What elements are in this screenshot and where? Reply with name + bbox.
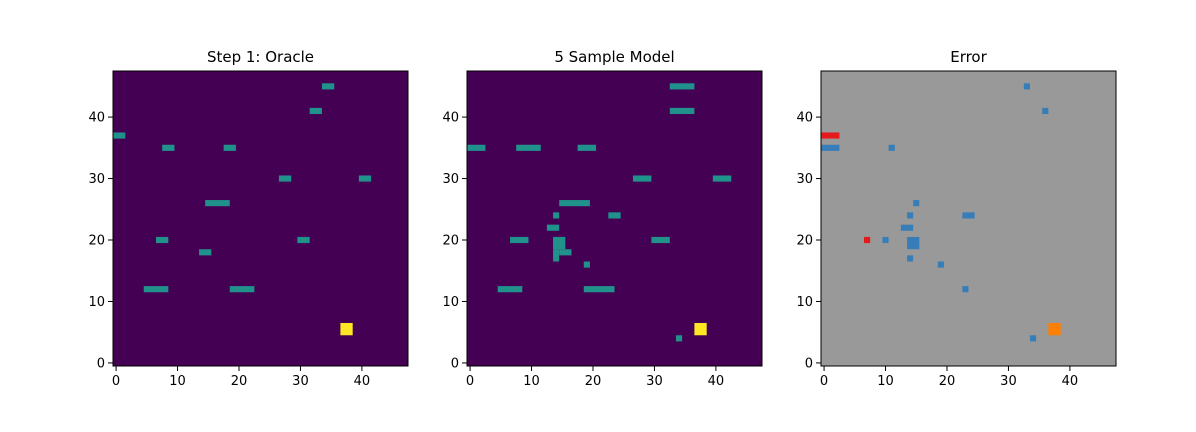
cell-agent-21 [694, 322, 707, 336]
x-tick-label: 10 [169, 374, 186, 389]
cell-object-3 [113, 132, 126, 139]
cell-false_positive-7 [907, 212, 914, 219]
x-tick-label: 40 [708, 374, 725, 389]
cell-object-13 [651, 236, 670, 244]
cell-object-13 [229, 286, 255, 293]
y-tick-label: 20 [88, 234, 105, 249]
subplot-title: Step 1: Oracle [207, 48, 314, 66]
plot-frame [112, 70, 409, 367]
cell-object-2 [669, 107, 695, 115]
cell-object-4 [516, 144, 541, 151]
cell-object-14 [553, 236, 566, 250]
x-tick-label: 10 [523, 374, 540, 389]
cell-false_positive-16 [1029, 335, 1037, 342]
x-tick-label: 0 [820, 374, 828, 389]
y-tick-label: 0 [97, 356, 105, 371]
cell-object-1 [321, 83, 335, 90]
cell-object-7 [358, 175, 372, 182]
cell-object-10 [553, 212, 560, 219]
cell-object-1 [669, 83, 695, 90]
cell-object-7 [712, 175, 732, 182]
cell-object-15 [553, 249, 560, 262]
y-tick-label: 20 [796, 234, 813, 249]
subplot-2: 0 10 20 30 40 0 10 20 30 40 5 Sample Model [442, 48, 763, 389]
cell-object-10 [297, 236, 310, 244]
plot-frame [466, 70, 763, 367]
plot-frame [820, 70, 1117, 367]
cell-object-9 [156, 236, 169, 244]
x-tick-label: 20 [585, 374, 602, 389]
cell-object-9 [608, 212, 621, 219]
y-tick-label: 10 [88, 295, 105, 310]
cell-object-6 [632, 175, 652, 182]
y-tick-label: 40 [88, 111, 105, 126]
cell-false_positive-12 [907, 236, 920, 250]
y-tick-label: 40 [796, 111, 813, 126]
cell-object-12 [143, 286, 169, 293]
cell-false_positive-8 [962, 212, 975, 219]
cell-object-5 [223, 144, 236, 151]
cell-false_positive-14 [937, 261, 944, 268]
cell-false_positive-6 [913, 200, 920, 207]
cell-object-8 [205, 200, 230, 207]
x-tick-label: 20 [939, 374, 956, 389]
cell-object-3 [467, 144, 486, 151]
x-tick-label: 30 [1000, 374, 1017, 389]
y-tick-label: 30 [442, 172, 459, 187]
cell-object-8 [559, 200, 590, 207]
cell-false_positive-13 [907, 255, 914, 262]
cell-object-11 [199, 249, 212, 256]
cell-agent-14 [340, 322, 353, 336]
cell-object-16 [559, 249, 572, 256]
cell-object-11 [546, 224, 560, 231]
cell-false_positive-2 [1042, 107, 1049, 115]
subplot-title: Error [950, 48, 987, 66]
y-tick-label: 20 [442, 234, 459, 249]
cell-object-5 [577, 144, 597, 151]
x-tick-label: 40 [1062, 374, 1079, 389]
x-tick-label: 30 [292, 374, 309, 389]
y-tick-label: 10 [442, 295, 459, 310]
cell-false_positive-1 [1023, 83, 1030, 90]
cell-false_negative-10 [864, 236, 871, 244]
cell-object-2 [309, 107, 322, 115]
cell-object-17 [583, 261, 590, 268]
cell-object-20 [675, 335, 683, 342]
cell-object-6 [278, 175, 292, 182]
cell-object-18 [497, 286, 523, 293]
y-tick-label: 40 [442, 111, 459, 126]
x-tick-label: 40 [354, 374, 371, 389]
x-tick-label: 0 [112, 374, 120, 389]
cell-false_positive-4 [821, 144, 840, 151]
cell-false_positive-11 [882, 236, 889, 244]
x-tick-label: 30 [646, 374, 663, 389]
x-tick-label: 10 [877, 374, 894, 389]
cell-false_negative-3 [821, 132, 840, 139]
cell-object-12 [510, 236, 529, 244]
cell-object-4 [162, 144, 175, 151]
y-tick-label: 30 [796, 172, 813, 187]
subplot-3: 0 10 20 30 40 0 10 20 30 40 Error [796, 48, 1117, 389]
y-tick-label: 0 [451, 356, 459, 371]
cell-false_positive-9 [900, 224, 914, 231]
cell-false_positive-5 [888, 144, 895, 151]
subplot-1: 0 10 20 30 40 0 10 20 30 40 Step 1: Oracle [88, 48, 409, 389]
y-tick-label: 0 [805, 356, 813, 371]
cell-false_positive-15 [962, 286, 969, 293]
plot-background [113, 71, 408, 366]
cell-agent-17 [1048, 322, 1061, 336]
cell-object-19 [583, 286, 615, 293]
x-tick-label: 20 [231, 374, 248, 389]
y-tick-label: 30 [88, 172, 105, 187]
y-tick-label: 10 [796, 295, 813, 310]
x-tick-label: 0 [466, 374, 474, 389]
subplot-title: 5 Sample Model [554, 48, 674, 66]
